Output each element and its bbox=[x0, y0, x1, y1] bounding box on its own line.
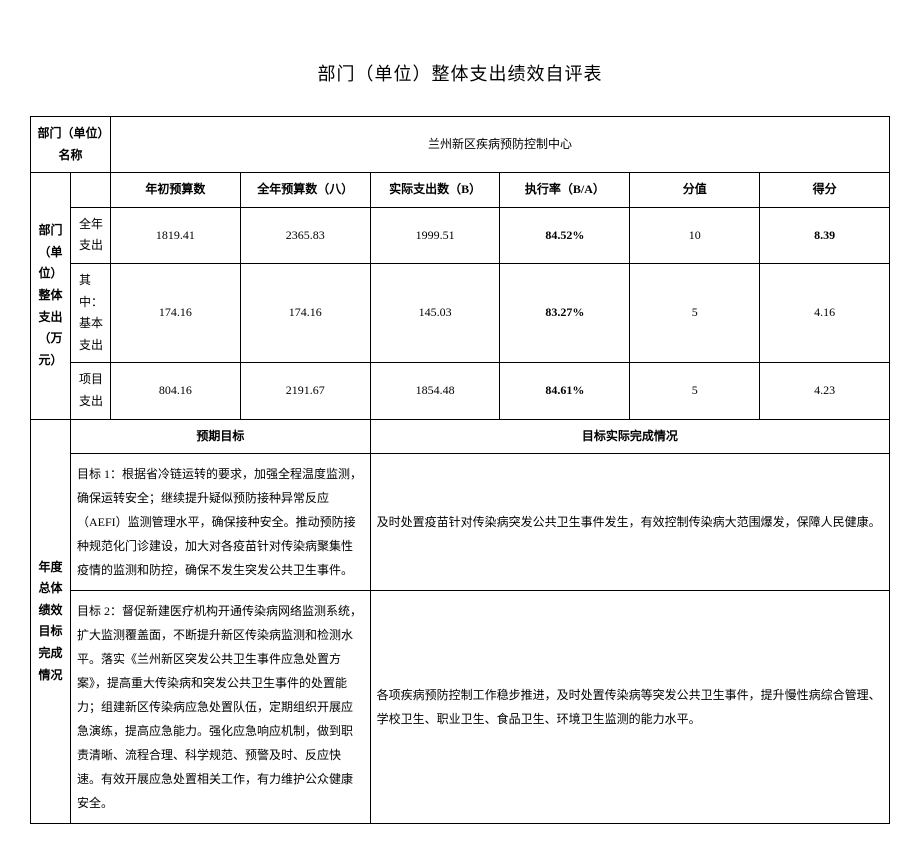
header-points: 得分 bbox=[760, 173, 890, 208]
header-initial: 年初预算数 bbox=[111, 173, 241, 208]
total-actual: 1999.51 bbox=[370, 207, 500, 263]
project-label: 项目支出 bbox=[71, 363, 111, 419]
project-initial: 804.16 bbox=[111, 363, 241, 419]
project-score: 5 bbox=[630, 363, 760, 419]
project-actual: 1854.48 bbox=[370, 363, 500, 419]
annual-goal-label: 年度总体绩效目标完成情况 bbox=[31, 419, 71, 824]
header-annual: 全年预算数（八） bbox=[240, 173, 370, 208]
project-annual: 2191.67 bbox=[240, 363, 370, 419]
spend-label: 部门（单位）整体支出（万元） bbox=[31, 173, 71, 419]
basic-actual: 145.03 bbox=[370, 263, 500, 362]
basic-score: 5 bbox=[630, 263, 760, 362]
goal2-actual: 各项疾病预防控制工作稳步推进，及时处置传染病等突发公共卫生事件，提升慢性病综合管… bbox=[370, 591, 889, 824]
header-rate: 执行率（B/A） bbox=[500, 173, 630, 208]
table-row: 部门（单位）名称 兰州新区疾病预防控制中心 bbox=[31, 117, 890, 173]
table-row: 目标 2：督促新建医疗机构开通传染病网络监测系统，扩大监测覆盖面，不断提升新区传… bbox=[31, 591, 890, 824]
total-points: 8.39 bbox=[760, 207, 890, 263]
header-actual: 实际支出数（B） bbox=[370, 173, 500, 208]
table-row: 年度总体绩效目标完成情况 预期目标 目标实际完成情况 bbox=[31, 419, 890, 454]
basic-points: 4.16 bbox=[760, 263, 890, 362]
empty-cell bbox=[71, 173, 111, 208]
table-row: 目标 1：根据省冷链运转的要求，加强全程温度监测，确保运转安全；继续提升疑似预防… bbox=[31, 454, 890, 591]
project-points: 4.23 bbox=[760, 363, 890, 419]
goal2-text: 目标 2：督促新建医疗机构开通传染病网络监测系统，扩大监测覆盖面，不断提升新区传… bbox=[71, 591, 371, 824]
goal1-actual: 及时处置疫苗针对传染病突发公共卫生事件发生，有效控制传染病大范围爆发，保障人民健… bbox=[370, 454, 889, 591]
page-title: 部门（单位）整体支出绩效自评表 bbox=[30, 60, 890, 86]
basic-initial: 174.16 bbox=[111, 263, 241, 362]
total-score: 10 bbox=[630, 207, 760, 263]
project-rate: 84.61% bbox=[500, 363, 630, 419]
goal-header-actual: 目标实际完成情况 bbox=[370, 419, 889, 454]
evaluation-table: 部门（单位）名称 兰州新区疾病预防控制中心 部门（单位）整体支出（万元） 年初预… bbox=[30, 116, 890, 824]
table-row: 部门（单位）整体支出（万元） 年初预算数 全年预算数（八） 实际支出数（B） 执… bbox=[31, 173, 890, 208]
table-row: 全年支出 1819.41 2365.83 1999.51 84.52% 10 8… bbox=[31, 207, 890, 263]
table-row: 其中：基本支出 174.16 174.16 145.03 83.27% 5 4.… bbox=[31, 263, 890, 362]
total-rate: 84.52% bbox=[500, 207, 630, 263]
goal1-text: 目标 1：根据省冷链运转的要求，加强全程温度监测，确保运转安全；继续提升疑似预防… bbox=[71, 454, 371, 591]
total-label: 全年支出 bbox=[71, 207, 111, 263]
header-score: 分值 bbox=[630, 173, 760, 208]
basic-annual: 174.16 bbox=[240, 263, 370, 362]
goal-header-expected: 预期目标 bbox=[71, 419, 371, 454]
table-row: 项目支出 804.16 2191.67 1854.48 84.61% 5 4.2… bbox=[31, 363, 890, 419]
unit-name-value: 兰州新区疾病预防控制中心 bbox=[111, 117, 890, 173]
total-annual: 2365.83 bbox=[240, 207, 370, 263]
basic-label: 其中：基本支出 bbox=[71, 263, 111, 362]
unit-name-label: 部门（单位）名称 bbox=[31, 117, 111, 173]
total-initial: 1819.41 bbox=[111, 207, 241, 263]
basic-rate: 83.27% bbox=[500, 263, 630, 362]
